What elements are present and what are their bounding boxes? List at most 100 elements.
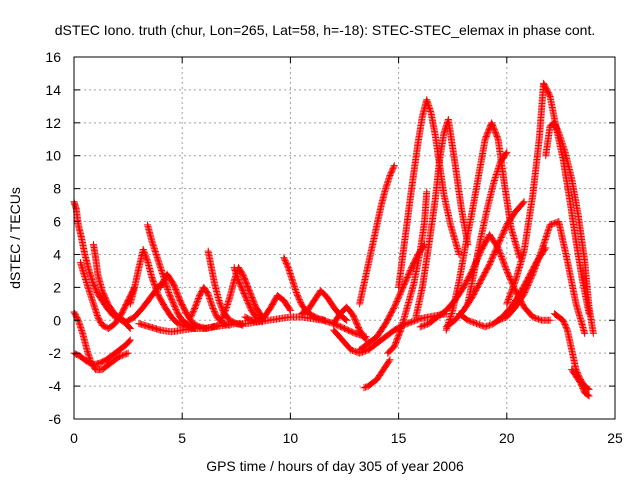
data-point	[193, 297, 201, 305]
data-series	[542, 119, 597, 337]
data-point	[498, 254, 506, 262]
data-point	[123, 350, 131, 358]
data-series	[297, 287, 351, 324]
data-point	[507, 288, 515, 296]
data-point	[139, 246, 147, 254]
plot-frame	[73, 56, 616, 420]
y-tick-label: 10	[45, 148, 61, 164]
data-point	[487, 321, 495, 329]
data-point	[422, 321, 430, 329]
data-point	[511, 278, 519, 286]
data-series	[89, 241, 165, 326]
data-point	[475, 321, 483, 329]
data-point	[284, 262, 292, 270]
data-point	[496, 248, 504, 256]
data-point	[140, 248, 148, 256]
data-point	[351, 348, 359, 356]
data-point	[192, 300, 200, 308]
y-tick-label: 12	[45, 115, 61, 131]
data-point	[510, 280, 518, 288]
data-point	[500, 260, 508, 268]
data-point	[536, 251, 544, 259]
x-tick-label: 10	[283, 430, 299, 446]
x-tick-label: 5	[178, 430, 186, 446]
data-series	[550, 310, 593, 393]
x-tick-label: 0	[70, 430, 78, 446]
data-point	[546, 221, 554, 229]
data-point	[545, 91, 553, 99]
data-point	[347, 346, 355, 354]
data-point	[385, 357, 393, 365]
data-series	[280, 254, 329, 324]
data-point	[535, 254, 543, 262]
data-point	[494, 316, 502, 324]
data-point	[501, 261, 509, 269]
data-point	[125, 324, 133, 332]
data-point	[548, 220, 556, 228]
data-series	[70, 336, 134, 369]
y-tick-label: -4	[49, 378, 62, 394]
data-point	[504, 295, 512, 303]
data-point	[141, 250, 149, 258]
data-point	[191, 303, 199, 311]
data-point	[509, 283, 517, 291]
y-tick-label: -2	[49, 345, 62, 361]
data-point	[470, 318, 478, 326]
data-point	[408, 318, 416, 326]
data-point	[503, 148, 511, 156]
data-point	[191, 305, 199, 313]
data-point	[468, 318, 476, 326]
data-point	[546, 316, 554, 324]
data-point	[530, 314, 538, 322]
data-point	[530, 267, 538, 275]
data-point	[348, 346, 356, 354]
data-point	[498, 315, 506, 323]
data-point	[505, 294, 513, 302]
y-tick-label: 4	[53, 246, 61, 262]
x-axis-label: GPS time / hours of day 305 of year 2006	[206, 458, 464, 474]
data-point	[535, 253, 543, 261]
data-point	[221, 308, 229, 316]
data-point	[74, 315, 82, 323]
data-point	[563, 325, 571, 333]
data-point	[360, 384, 368, 392]
data-point	[423, 188, 431, 196]
data-point	[416, 323, 424, 331]
data-point	[496, 316, 504, 324]
y-tick-label: 16	[45, 49, 61, 65]
data-point	[531, 263, 539, 271]
data-point	[386, 356, 394, 364]
data-point	[496, 250, 504, 258]
data-point	[533, 260, 541, 268]
data-point	[120, 351, 128, 359]
axis-ticks	[73, 56, 616, 420]
data-point	[533, 259, 541, 267]
data-point	[361, 335, 369, 343]
data-point	[528, 272, 536, 280]
data-point	[504, 297, 512, 305]
data-point	[506, 293, 514, 301]
grid	[74, 57, 615, 419]
data-point	[532, 262, 540, 270]
data-point	[361, 383, 369, 391]
plot-area	[70, 79, 597, 400]
x-tick-label: 25	[607, 430, 623, 446]
data-series	[144, 221, 193, 329]
data-series	[384, 188, 431, 357]
y-tick-labels: -6 -4 -2 0 2 4 6 8 10 12 14 16	[45, 49, 61, 427]
data-point	[477, 321, 485, 329]
data-point	[530, 266, 538, 274]
data-point	[410, 317, 418, 325]
data-point	[217, 301, 225, 309]
y-axis-label: dSTEC / TECUs	[7, 187, 23, 289]
data-point	[500, 314, 508, 322]
data-point	[464, 316, 472, 324]
data-point	[483, 322, 491, 330]
data-series	[241, 292, 294, 326]
data-point	[502, 150, 510, 158]
data-point	[473, 320, 481, 328]
data-series	[442, 119, 524, 334]
data-point	[471, 319, 479, 327]
data-point	[193, 299, 201, 307]
y-tick-label: 8	[53, 181, 61, 197]
